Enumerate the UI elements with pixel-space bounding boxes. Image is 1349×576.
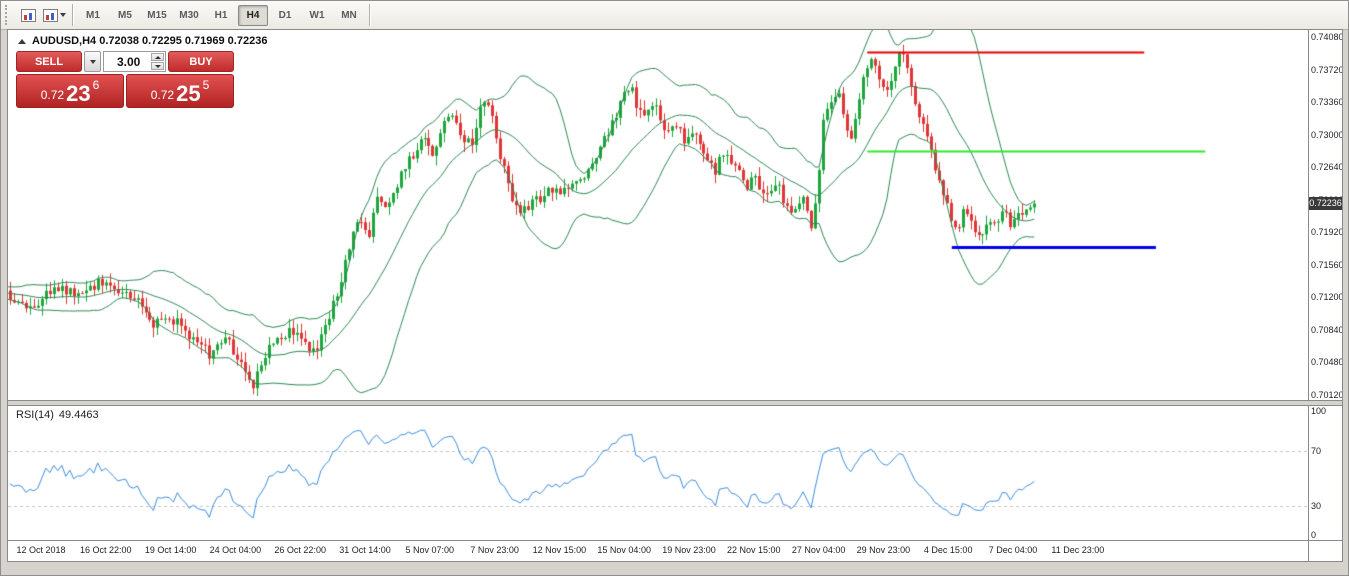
order-type-dropdown[interactable]	[84, 51, 101, 72]
rsi-chart-canvas[interactable]	[8, 406, 1308, 541]
window-bottom-frame	[1, 562, 1348, 575]
chevron-down-icon	[89, 59, 96, 64]
time-axis-label: 7 Nov 23:00	[470, 545, 519, 556]
main-chart-plot[interactable]: AUDUSD,H4 0.72038 0.72295 0.71969 0.7223…	[8, 30, 1308, 401]
timeframe-button-h1[interactable]: H1	[214, 9, 228, 21]
time-axis[interactable]: 12 Oct 2018 16 Oct 22:00 19 Oct 14:00 24 Oc…	[8, 540, 1342, 561]
chart-style-icon	[42, 8, 58, 22]
new-chart-button[interactable]	[15, 4, 41, 27]
time-axis-label: 12 Nov 15:00	[532, 545, 587, 556]
time-axis-label: 7 Dec 04:00	[988, 545, 1038, 556]
volume-input[interactable]: 3.00	[103, 51, 166, 72]
price-axis-main[interactable]: 0.72236 0.74080 0.73720 0.73360 0.73000 0.72…	[1308, 30, 1342, 401]
price-axis-label: 0.74080	[1311, 32, 1342, 43]
timeframe-button-m1[interactable]: M1	[86, 9, 100, 21]
timeframe-button-h4[interactable]: H4	[238, 4, 268, 26]
volume-decrease-button[interactable]	[151, 62, 164, 70]
volume-increase-button[interactable]	[151, 53, 164, 61]
timeframe-buttons: M1 M5 M15 M30 H1 H4 D1 W1 MN	[78, 4, 364, 26]
buy-price-point: 5	[202, 78, 210, 92]
time-axis-label: 11 Dec 23:00	[1051, 545, 1105, 556]
rsi-value: 49.4463	[58, 409, 99, 422]
price-axis-label: 0.73000	[1311, 129, 1342, 140]
time-axis-label: 4 Dec 15:00	[923, 545, 973, 556]
price-axis-label: 0.71560	[1311, 259, 1342, 270]
price-axis-label: 0.72640	[1311, 162, 1342, 173]
sell-button[interactable]: SELL	[16, 51, 82, 72]
chevron-down-icon	[59, 13, 66, 17]
price-axis-label: 0.73720	[1311, 64, 1342, 75]
chart-workspace: AUDUSD,H4 0.72038 0.72295 0.71969 0.7223…	[7, 29, 1343, 562]
volume-value: 3.00	[117, 54, 141, 69]
timeframe-button-m30[interactable]: M30	[179, 9, 199, 21]
main-chart-section: AUDUSD,H4 0.72038 0.72295 0.71969 0.7223…	[8, 30, 1342, 401]
buy-price-base: 0.72	[150, 88, 175, 102]
time-axis-label: 19 Oct 14:00	[144, 545, 197, 556]
time-axis-labels: 12 Oct 2018 16 Oct 22:00 19 Oct 14:00 24 Oc…	[8, 541, 1309, 561]
price-axis-label: 0.71920	[1311, 227, 1342, 238]
toolbar-divider	[369, 4, 370, 26]
arrow-down-icon	[154, 64, 161, 68]
rsi-axis-label: 30	[1311, 501, 1322, 512]
price-axis-label: 0.73360	[1311, 97, 1342, 108]
time-axis-label: 5 Nov 07:00	[405, 545, 455, 556]
time-axis-label: 26 Oct 22:00	[274, 545, 326, 556]
rsi-axis-label: 0	[1311, 530, 1317, 541]
timeframe-button-m15[interactable]: M15	[147, 9, 167, 21]
timeframe-toolbar: M1 M5 M15 M30 H1 H4 D1 W1 MN	[1, 1, 1348, 30]
rsi-info-line: RSI(14) 49.4463	[16, 409, 99, 421]
current-price-badge: 0.72236	[1309, 196, 1342, 210]
timeframe-button-m5[interactable]: M5	[118, 9, 132, 21]
one-click-trading-panel: SELL 3.00 BUY	[16, 51, 234, 108]
buy-price-button[interactable]: 0.72 25 5	[126, 74, 234, 108]
price-axis-rsi[interactable]: 100 70 30 0	[1308, 406, 1342, 541]
time-axis-label: 31 Oct 14:00	[339, 545, 391, 556]
buy-button[interactable]: BUY	[168, 51, 234, 72]
price-axis-label: 0.70840	[1311, 324, 1342, 335]
ohlc-info-line: AUDUSD,H4 0.72038 0.72295 0.71969 0.7223…	[18, 35, 267, 47]
price-axis-label: 0.70120	[1311, 389, 1342, 400]
time-axis-corner	[1308, 541, 1342, 561]
time-axis-label: 29 Nov 23:00	[856, 545, 911, 556]
toolbar-grip[interactable]	[5, 5, 11, 25]
ohlc-info-text: AUDUSD,H4 0.72038 0.72295 0.71969 0.7223…	[32, 35, 268, 47]
chart-style-dropdown-button[interactable]	[41, 4, 67, 27]
sell-price-button[interactable]: 0.72 23 6	[16, 74, 124, 108]
rsi-section: RSI(14) 49.4463 100 70 30 0	[8, 406, 1342, 541]
timeframe-button-w1[interactable]: W1	[309, 9, 325, 21]
sell-price-base: 0.72	[40, 88, 65, 102]
toolbar-divider	[72, 4, 73, 26]
time-axis-label: 27 Nov 04:00	[791, 545, 846, 556]
price-axis-label: 0.71200	[1311, 292, 1342, 303]
time-axis-label: 16 Oct 22:00	[80, 545, 132, 556]
price-axis-label: 0.70480	[1311, 357, 1342, 368]
timeframe-button-mn[interactable]: MN	[341, 9, 357, 21]
chart-icon	[20, 8, 36, 22]
sell-price-point: 6	[92, 78, 100, 92]
rsi-axis-label: 100	[1311, 406, 1327, 417]
sell-price-pips: 23	[66, 81, 91, 107]
time-axis-label: 15 Nov 04:00	[597, 545, 651, 556]
time-axis-label: 19 Nov 23:00	[662, 545, 716, 556]
time-axis-label: 12 Oct 2018	[16, 545, 66, 556]
buy-price-pips: 25	[176, 81, 201, 107]
timeframe-button-d1[interactable]: D1	[278, 9, 292, 21]
panel-splitter[interactable]	[8, 400, 1342, 407]
rsi-axis-label: 70	[1311, 446, 1322, 457]
rsi-label: RSI(14)	[16, 409, 54, 422]
one-click-collapse-icon[interactable]	[18, 38, 26, 44]
rsi-plot[interactable]: RSI(14) 49.4463	[8, 406, 1308, 541]
time-axis-label: 22 Nov 15:00	[727, 545, 781, 556]
time-axis-label: 24 Oct 04:00	[209, 545, 262, 556]
arrow-up-icon	[154, 55, 161, 59]
